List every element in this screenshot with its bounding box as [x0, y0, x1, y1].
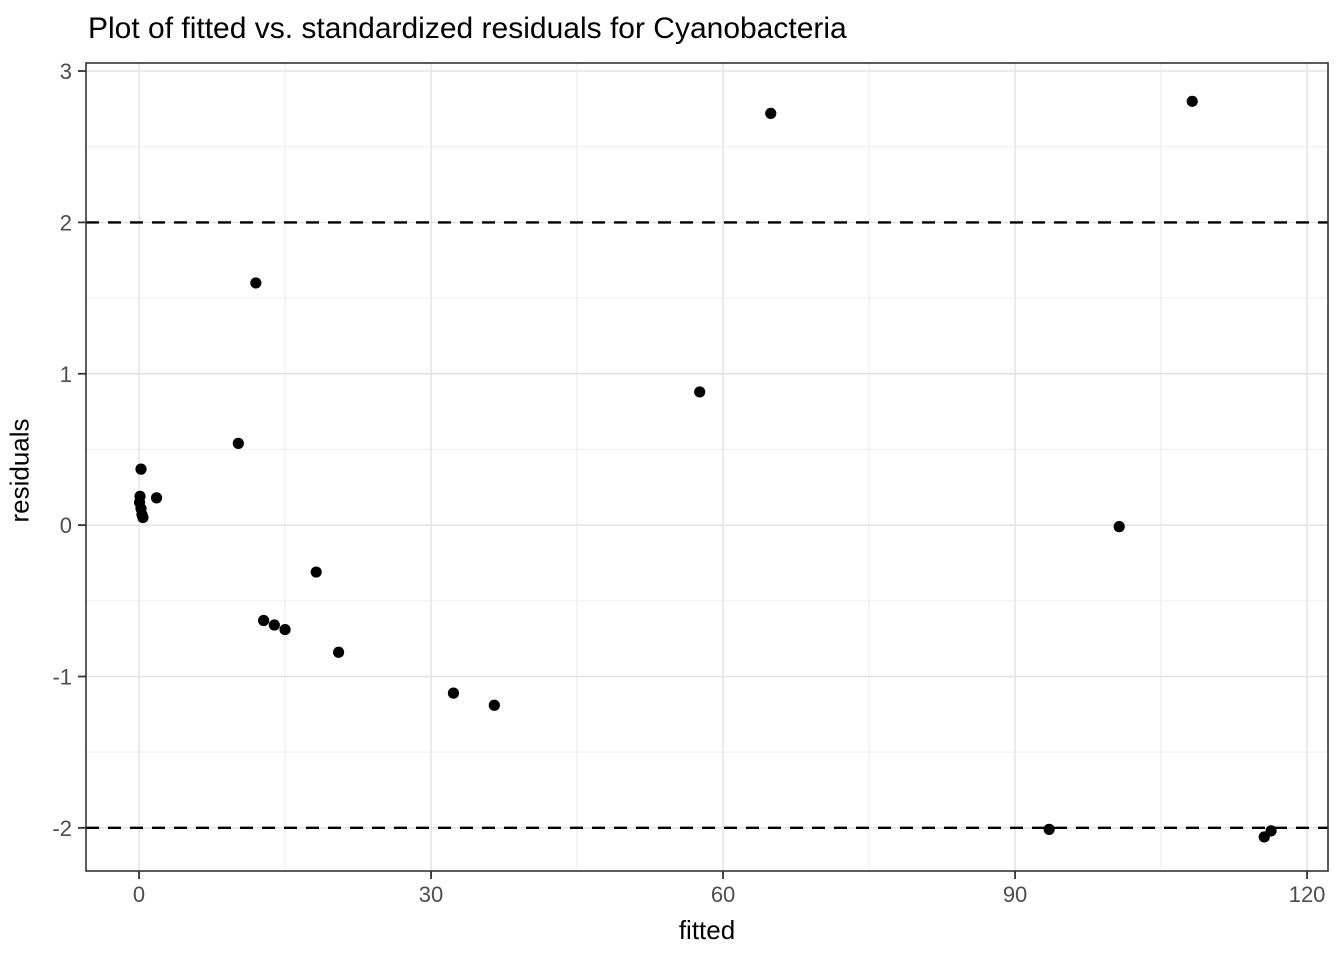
data-point: [134, 490, 146, 502]
y-axis-title: residuals: [4, 418, 35, 523]
data-point: [765, 107, 777, 120]
data-point: [137, 511, 149, 524]
data-point: [258, 614, 270, 627]
plot-panel-border: [85, 62, 1329, 872]
data-point: [488, 699, 500, 711]
x-tick-label: 90: [1003, 882, 1027, 907]
y-tick-label: 1: [60, 362, 72, 387]
data-point: [310, 566, 322, 578]
data-point: [332, 646, 345, 658]
chart-title: Plot of fitted vs. standardized residual…: [88, 12, 847, 45]
x-tick-label: 30: [419, 882, 443, 907]
data-point: [232, 437, 244, 449]
data-point: [694, 386, 706, 398]
data-point: [150, 492, 163, 504]
y-tick-label: -2: [52, 816, 72, 841]
x-axis-title: fitted: [678, 915, 736, 945]
data-point: [1186, 95, 1198, 107]
minor-gridlines: [86, 63, 1328, 871]
data-point: [1043, 823, 1055, 835]
data-point: [250, 277, 262, 289]
y-tick-label: 0: [60, 513, 72, 538]
data-points: [133, 95, 1277, 843]
data-point: [279, 623, 291, 636]
plot-panel-background: [86, 63, 1328, 871]
axis-ticks: 0 30 60 90 120 -2 -1 0 1 2 3: [52, 59, 1325, 907]
data-point: [1113, 521, 1125, 533]
data-point: [447, 687, 460, 699]
data-point: [135, 463, 147, 475]
y-tick-label: 3: [60, 59, 72, 84]
x-tick-label: 120: [1289, 882, 1326, 907]
data-point: [268, 619, 280, 631]
x-tick-label: 0: [133, 882, 145, 907]
reference-lines: [86, 221, 1328, 830]
y-tick-label: 2: [60, 210, 72, 235]
x-tick-label: 60: [711, 882, 735, 907]
y-tick-label: -1: [52, 664, 72, 689]
data-point: [1265, 825, 1277, 837]
